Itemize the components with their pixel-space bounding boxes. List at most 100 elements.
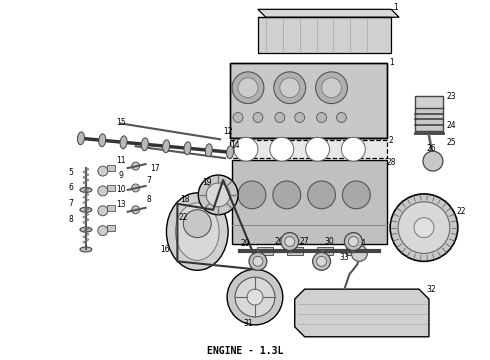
Text: 22: 22 <box>456 207 465 216</box>
Circle shape <box>317 256 326 266</box>
Polygon shape <box>294 289 429 337</box>
Text: 15: 15 <box>116 118 125 127</box>
Text: 9: 9 <box>118 171 123 180</box>
Circle shape <box>398 202 450 253</box>
Ellipse shape <box>184 142 191 155</box>
Ellipse shape <box>80 227 92 232</box>
Bar <box>287 247 303 255</box>
Ellipse shape <box>120 136 127 149</box>
Text: 30: 30 <box>325 237 334 246</box>
Text: 2: 2 <box>389 136 393 145</box>
Circle shape <box>183 210 211 238</box>
Circle shape <box>423 151 443 171</box>
Text: 8: 8 <box>146 195 151 204</box>
Circle shape <box>98 226 108 235</box>
Circle shape <box>234 137 258 161</box>
Circle shape <box>351 246 368 261</box>
Text: 28: 28 <box>387 158 396 167</box>
Circle shape <box>98 166 108 176</box>
Text: 23: 23 <box>446 92 456 101</box>
Ellipse shape <box>175 203 219 260</box>
Ellipse shape <box>163 140 170 153</box>
Circle shape <box>206 183 230 207</box>
Circle shape <box>235 277 275 317</box>
Text: 26: 26 <box>426 144 436 153</box>
Text: 29: 29 <box>240 239 250 248</box>
Ellipse shape <box>205 144 212 157</box>
Polygon shape <box>258 9 399 17</box>
Text: 11: 11 <box>116 156 125 165</box>
Text: ENGINE - 1.3L: ENGINE - 1.3L <box>207 346 283 356</box>
Circle shape <box>294 113 305 122</box>
Circle shape <box>390 194 458 261</box>
Circle shape <box>132 206 140 214</box>
Bar <box>230 63 387 138</box>
Bar <box>232 160 387 244</box>
Ellipse shape <box>80 207 92 212</box>
Circle shape <box>342 137 366 161</box>
Circle shape <box>306 137 329 161</box>
Circle shape <box>132 184 140 192</box>
Bar <box>346 247 362 255</box>
Text: 6: 6 <box>69 184 74 193</box>
Circle shape <box>238 181 266 209</box>
Text: 33: 33 <box>340 253 349 262</box>
Bar <box>317 247 333 255</box>
Text: 7: 7 <box>146 176 151 185</box>
Text: 14: 14 <box>230 141 240 150</box>
Text: 24: 24 <box>446 121 456 130</box>
Text: 31: 31 <box>243 319 253 328</box>
Text: 25: 25 <box>446 138 456 147</box>
Text: 10: 10 <box>116 185 125 194</box>
Circle shape <box>270 137 294 161</box>
Text: 1: 1 <box>389 58 393 67</box>
Circle shape <box>414 218 434 238</box>
Circle shape <box>285 237 294 247</box>
Circle shape <box>227 269 283 325</box>
Circle shape <box>308 181 336 209</box>
Circle shape <box>249 252 267 270</box>
Bar <box>258 17 391 53</box>
Bar <box>107 165 115 171</box>
Text: 1: 1 <box>393 3 397 12</box>
Bar <box>415 96 443 108</box>
Ellipse shape <box>226 146 234 159</box>
Bar <box>230 140 387 158</box>
Circle shape <box>313 252 331 270</box>
Circle shape <box>281 233 299 251</box>
Bar <box>107 185 115 191</box>
Ellipse shape <box>141 138 148 151</box>
Text: 7: 7 <box>69 199 74 208</box>
Circle shape <box>274 72 306 104</box>
Circle shape <box>337 113 346 122</box>
Circle shape <box>132 162 140 170</box>
Text: 18: 18 <box>181 195 190 204</box>
Circle shape <box>280 78 300 98</box>
Circle shape <box>198 175 238 215</box>
Bar <box>415 105 443 131</box>
Circle shape <box>321 78 342 98</box>
Circle shape <box>344 233 362 251</box>
Text: 13: 13 <box>116 200 125 209</box>
Text: 19: 19 <box>202 179 212 188</box>
Text: 34: 34 <box>356 239 366 248</box>
Text: 27: 27 <box>300 237 310 246</box>
Bar <box>107 225 115 231</box>
Circle shape <box>316 72 347 104</box>
Text: 8: 8 <box>69 215 74 224</box>
Circle shape <box>98 206 108 216</box>
Text: 17: 17 <box>151 163 160 172</box>
Text: 12: 12 <box>223 127 233 136</box>
Text: 22: 22 <box>178 213 188 222</box>
Circle shape <box>98 186 108 196</box>
Ellipse shape <box>80 247 92 252</box>
Circle shape <box>238 78 258 98</box>
Circle shape <box>253 113 263 122</box>
Circle shape <box>233 113 243 122</box>
Circle shape <box>275 113 285 122</box>
Circle shape <box>348 237 358 247</box>
Text: 20: 20 <box>275 237 285 246</box>
Circle shape <box>343 181 370 209</box>
Ellipse shape <box>80 188 92 192</box>
Ellipse shape <box>167 193 228 270</box>
